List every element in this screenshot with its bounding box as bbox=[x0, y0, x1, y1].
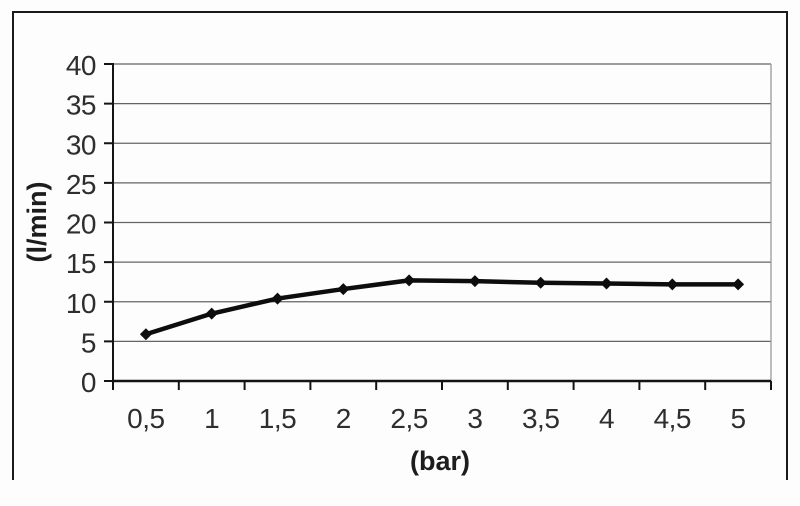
data-point-marker bbox=[139, 328, 152, 341]
y-tick-label: 15 bbox=[66, 248, 96, 279]
x-tick-label: 2 bbox=[336, 403, 351, 434]
data-point-marker bbox=[534, 276, 547, 289]
series-group bbox=[139, 274, 745, 341]
data-point-marker bbox=[205, 307, 218, 320]
y-tick-label: 10 bbox=[66, 288, 96, 319]
data-point-marker bbox=[468, 275, 481, 288]
x-tick-label: 4 bbox=[599, 403, 614, 434]
x-tick-label: 0,5 bbox=[127, 403, 164, 434]
y-axis-title: (l/min) bbox=[22, 182, 52, 263]
tick-labels-group: 0 5 10 15 20 25 30 35 40 0,5 1 1,5 2 2,5 3 3,5 4 4,5 5 bbox=[66, 50, 746, 434]
data-point-marker bbox=[271, 292, 284, 305]
axes-group bbox=[104, 63, 772, 390]
data-point-marker bbox=[403, 274, 416, 287]
y-tick-label: 30 bbox=[66, 129, 96, 160]
data-point-marker bbox=[337, 283, 350, 296]
series-line bbox=[145, 278, 739, 337]
data-point-marker bbox=[732, 278, 745, 291]
figure-border bbox=[12, 11, 788, 480]
x-axis-title: (bar) bbox=[410, 446, 470, 476]
y-tick-label: 5 bbox=[81, 327, 96, 358]
y-tick-label: 25 bbox=[66, 169, 96, 200]
data-point-marker bbox=[600, 277, 613, 290]
x-tick-label: 5 bbox=[731, 403, 746, 434]
x-tick-label: 1 bbox=[204, 403, 219, 434]
data-point-marker bbox=[666, 278, 679, 291]
y-tick-label: 35 bbox=[66, 90, 96, 121]
x-tick-label: 3 bbox=[467, 403, 482, 434]
y-tick-label: 0 bbox=[81, 367, 96, 398]
x-tick-label: 3,5 bbox=[522, 403, 559, 434]
y-tick-label: 40 bbox=[66, 50, 96, 81]
x-tick-label: 4,5 bbox=[654, 403, 691, 434]
gridlines-group bbox=[113, 63, 772, 381]
x-tick-label: 2,5 bbox=[390, 403, 427, 434]
y-tick-label: 20 bbox=[66, 209, 96, 240]
x-tick-label: 1,5 bbox=[259, 403, 296, 434]
